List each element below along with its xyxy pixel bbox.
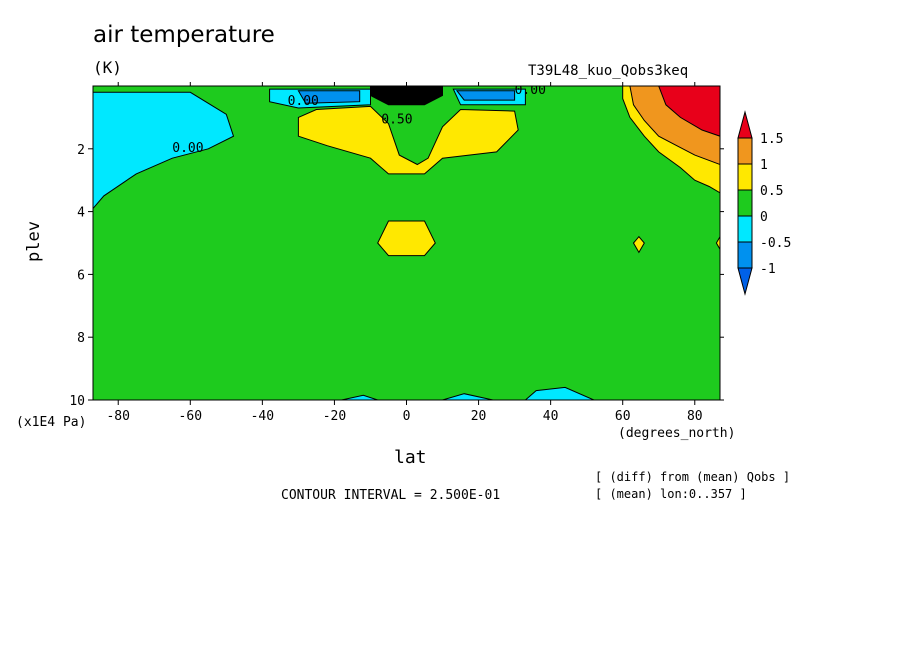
x-tick-label: 60: [615, 409, 631, 424]
x-axis-label: lat: [394, 447, 427, 468]
colorbar-top-arrow: [737, 110, 753, 139]
x-axis-unit: (degrees_north): [618, 426, 736, 441]
colorbar-label: -0.5: [760, 236, 791, 251]
contour-region-10: [632, 235, 645, 254]
colorbar-box: [737, 241, 753, 269]
contour-region-8: [297, 105, 519, 175]
contour-label: 0.00: [515, 83, 546, 98]
colorbar-label: 1.5: [760, 132, 783, 147]
contour-label: 0.00: [172, 141, 203, 156]
x-tick-label: 0: [403, 409, 411, 424]
y-tick-label: 8: [77, 331, 85, 346]
colorbar-label: 0: [760, 210, 768, 225]
field-regions: 0.00 0.00 0.50 0.00: [93, 83, 720, 400]
contour-region-4: [442, 393, 494, 400]
contour-interval: CONTOUR INTERVAL = 2.500E-01: [281, 488, 501, 503]
chart-title: air temperature: [93, 22, 275, 48]
contour-label: 0.50: [381, 113, 412, 128]
x-tick-label: -20: [323, 409, 346, 424]
contour-region-7: [455, 90, 516, 101]
colorbar-box: [737, 215, 753, 243]
colorbar-bottom-arrow: [737, 267, 753, 296]
colorbar-box: [737, 163, 753, 191]
x-tick-label: 20: [471, 409, 487, 424]
colorbar-box: [737, 137, 753, 165]
contour-region-15: [370, 86, 443, 106]
contour-region-9: [377, 220, 436, 257]
experiment-label: T39L48_kuo_Qobs3keq: [528, 63, 689, 79]
colorbar-label: 0.5: [760, 184, 783, 199]
x-tick-label: -40: [251, 409, 274, 424]
x-tick-label: -60: [179, 409, 202, 424]
colorbar-label: -1: [760, 262, 776, 277]
x-tick-label: -80: [106, 409, 129, 424]
contour-region-5: [524, 386, 595, 400]
contour-region-11: [715, 235, 720, 251]
contour-region-14: [658, 86, 720, 137]
y-axis-label: plev: [24, 221, 44, 262]
colorbar-box: [737, 189, 753, 217]
colorbar-label: 1: [760, 158, 768, 173]
contour-region-0: [93, 91, 235, 210]
contour-region-3: [341, 394, 378, 400]
contour-region-6: [297, 90, 361, 104]
contour-label: 0.00: [288, 94, 319, 109]
x-tick-label: 80: [687, 409, 703, 424]
y-tick-label: 6: [77, 268, 85, 283]
y-tick-label: 10: [69, 394, 85, 409]
chart-units: (K): [93, 58, 122, 77]
note-mean: [ (mean) lon:0..357 ]: [595, 487, 747, 501]
y-tick-label: 4: [77, 206, 85, 221]
y-tick-label: 2: [77, 143, 85, 158]
y-axis-unit: (x1E4 Pa): [16, 415, 87, 430]
note-diff: [ (diff) from (mean) Qobs ]: [595, 470, 791, 484]
x-tick-label: 40: [543, 409, 559, 424]
